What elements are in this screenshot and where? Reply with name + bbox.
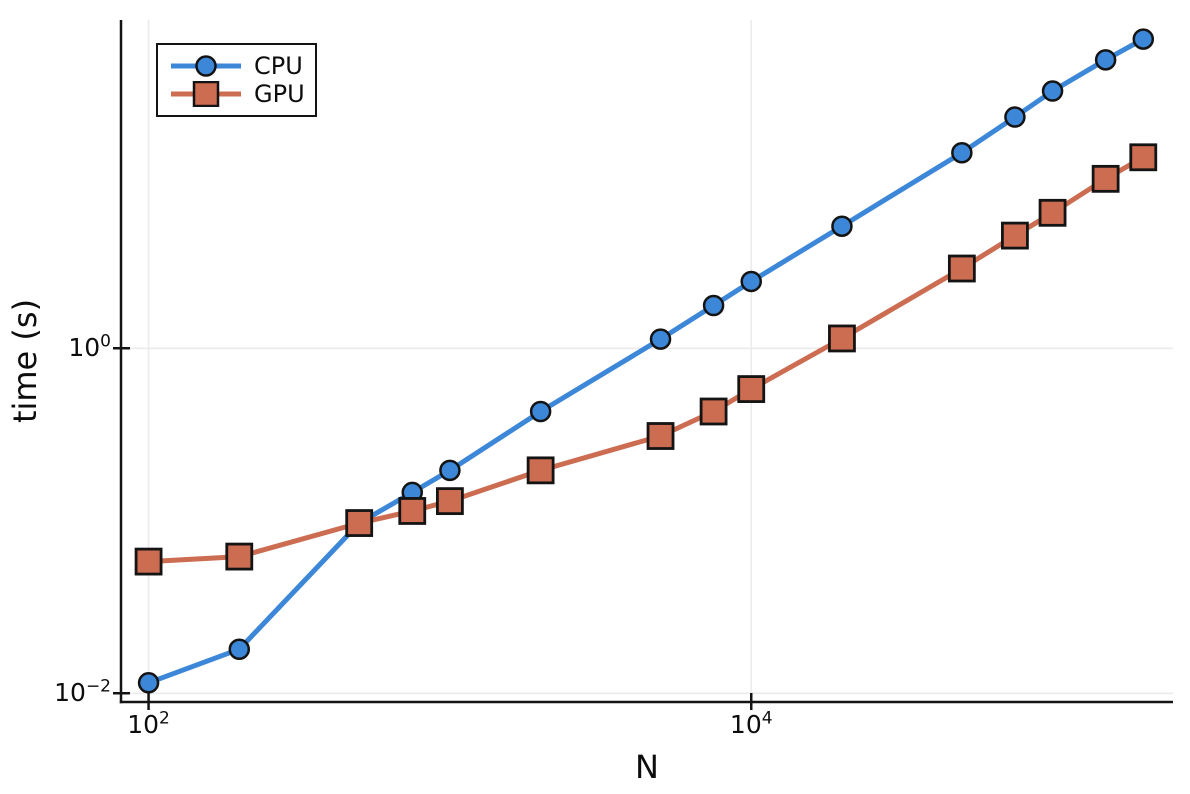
cpu-marker [1041,80,1064,102]
gpu-marker [436,487,464,516]
gpu-marker [1129,143,1158,172]
gpu-marker [345,509,374,537]
cpu-marker [439,459,461,482]
cpu-marker [228,638,251,660]
x-tick-label: 102 [127,708,170,739]
gpu-marker [526,456,555,485]
cpu-marker [1094,49,1117,71]
gpu-marker [737,375,766,403]
gpu-line-marker-icon [171,81,241,107]
cpu-marker [702,294,725,317]
y-axis-label: time (s) [6,298,44,424]
cpu-marker [1004,106,1026,128]
y-tick-label: 10−2 [54,676,111,708]
gpu-line [146,154,1146,565]
gpu-marker [225,542,254,571]
cpu-marker [831,215,853,237]
y-tick-label: 100 [68,331,111,363]
gpu-marker [398,497,427,525]
cpu-line-marker-icon [171,55,241,77]
x-tick-label: 104 [729,708,773,739]
gpu-marker [646,422,675,450]
gpu-marker [1091,164,1120,193]
cpu-line [146,36,1146,686]
gpu-marker [1001,221,1029,250]
cpu-marker [137,672,160,694]
gpu-marker [699,397,728,426]
legend-entry-cpu: CPU [167,52,305,80]
gpu-marker [1038,198,1067,227]
legend-label-gpu: GPU [254,80,305,108]
gpu-marker [828,324,856,353]
gpu-marker [947,254,976,283]
cpu-marker [1132,28,1155,50]
cpu-marker [951,141,973,164]
cpu-marker [740,270,762,293]
legend-entry-gpu: GPU [167,80,305,108]
legend: CPU GPU [156,43,317,117]
legend-label-cpu: CPU [254,52,303,80]
cpu-marker [529,400,552,423]
gpu-marker [134,547,163,576]
cpu-marker [649,328,672,350]
x-axis-label: N [635,748,659,786]
